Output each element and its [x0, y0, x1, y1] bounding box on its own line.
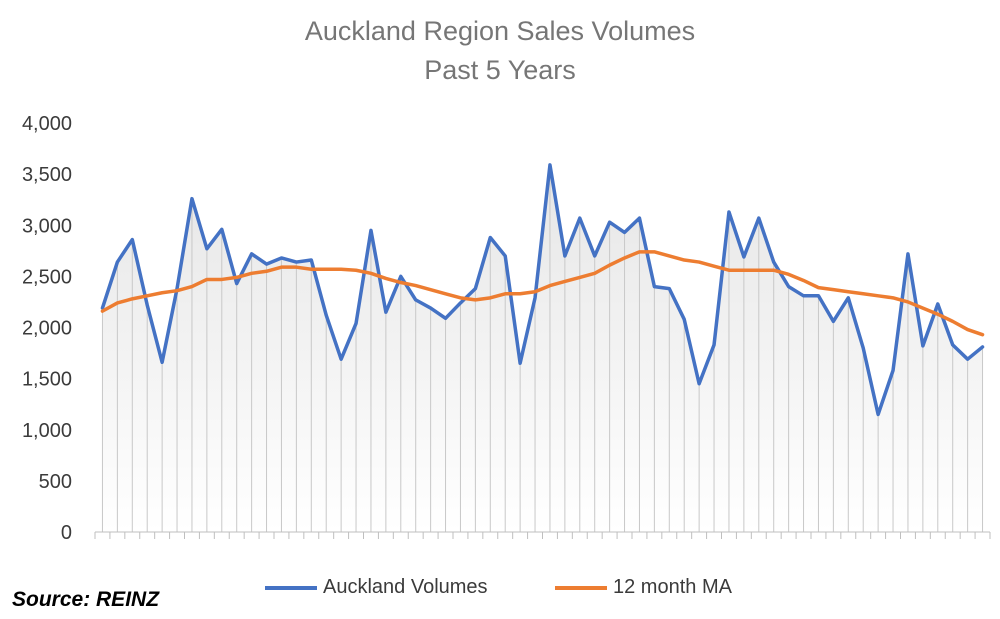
x-axis-layer	[94, 531, 991, 539]
y-tick-label: 0	[61, 522, 72, 544]
chart-title: Auckland Region Sales Volumes	[304, 16, 696, 46]
y-tick-label: 3,000	[22, 215, 72, 237]
series-line-auckland-volumes	[100, 163, 985, 417]
legend-item-auckland-volumes: Auckland Volumes	[265, 576, 488, 599]
legend-label-12-month-ma: 12 month MA	[613, 576, 732, 598]
y-tick-label: 1,000	[22, 420, 72, 442]
area-fill-layer	[102, 164, 983, 533]
y-tick-label: 4,000	[22, 113, 72, 135]
legend-item-12-month-ma: 12 month MA	[555, 576, 732, 599]
y-tick-label: 500	[39, 471, 72, 493]
legend-swatch-12-month-ma	[555, 585, 607, 590]
legend-swatch-auckland-volumes	[265, 585, 317, 590]
legend: Auckland Volumes 12 month MA	[0, 576, 1000, 602]
legend-label-auckland-volumes: Auckland Volumes	[323, 576, 488, 598]
y-tick-label: 1,500	[22, 369, 72, 391]
y-tick-label: 2,000	[22, 318, 72, 340]
source-note: Source: REINZ	[12, 588, 160, 611]
series-layer	[100, 163, 985, 417]
series-line-12-month-ma	[100, 250, 985, 337]
drop-lines-layer	[101, 164, 984, 532]
chart-subtitle: Past 5 Years	[424, 55, 576, 85]
y-tick-label: 3,500	[22, 164, 72, 186]
y-tick-labels: 0 500 1,000 1,500 2,000 2,500 3,000 3,500 4,000	[22, 113, 72, 544]
y-tick-label: 2,500	[22, 266, 72, 288]
area-fill	[102, 164, 983, 533]
